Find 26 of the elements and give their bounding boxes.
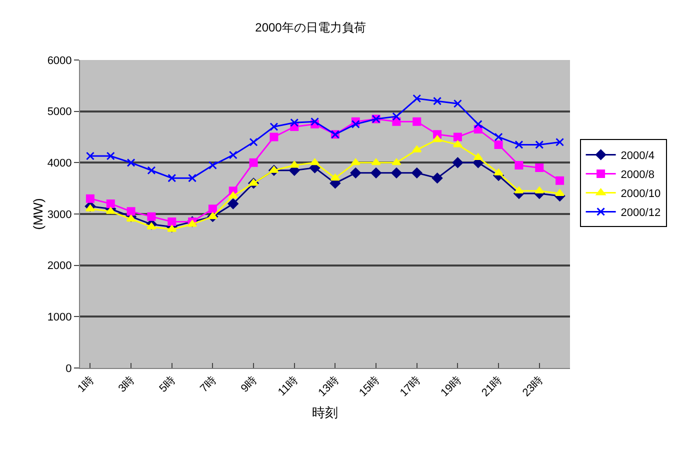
legend-label: 2000/4 bbox=[620, 150, 654, 162]
x-tick-label: 11時 bbox=[275, 374, 300, 399]
y-tick-label: 3000 bbox=[47, 208, 72, 221]
chart-title: 2000年の日電力負荷 bbox=[255, 20, 366, 34]
x-tick-label: 9時 bbox=[238, 374, 260, 395]
x-tick-label: 15時 bbox=[356, 374, 382, 400]
legend-label: 2000/8 bbox=[620, 168, 654, 181]
y-tick-label: 0 bbox=[66, 362, 72, 375]
y-tick-label: 1000 bbox=[47, 312, 72, 324]
x-tick-label: 19時 bbox=[438, 374, 464, 400]
x-tick-label: 1時 bbox=[74, 374, 96, 395]
x-tick-label: 7時 bbox=[197, 374, 219, 395]
x-tick-label: 21時 bbox=[478, 374, 505, 400]
x-tick-label: 5時 bbox=[156, 374, 178, 395]
legend-label: 2000/12 bbox=[620, 206, 661, 219]
y-tick-label: 5000 bbox=[47, 106, 72, 118]
x-axis-title: 時刻 bbox=[312, 405, 338, 420]
y-tick-label: 4000 bbox=[47, 158, 72, 170]
y-tick-label: 6000 bbox=[47, 54, 72, 67]
x-tick-label: 3時 bbox=[116, 374, 138, 395]
y-tick-label: 2000 bbox=[47, 260, 72, 272]
legend-label: 2000/10 bbox=[620, 188, 661, 200]
x-tick-label: 17時 bbox=[397, 374, 423, 400]
x-tick-label: 13時 bbox=[316, 374, 342, 400]
y-axis-title: (MW) bbox=[30, 198, 46, 230]
x-tick-label: 23時 bbox=[520, 374, 546, 400]
